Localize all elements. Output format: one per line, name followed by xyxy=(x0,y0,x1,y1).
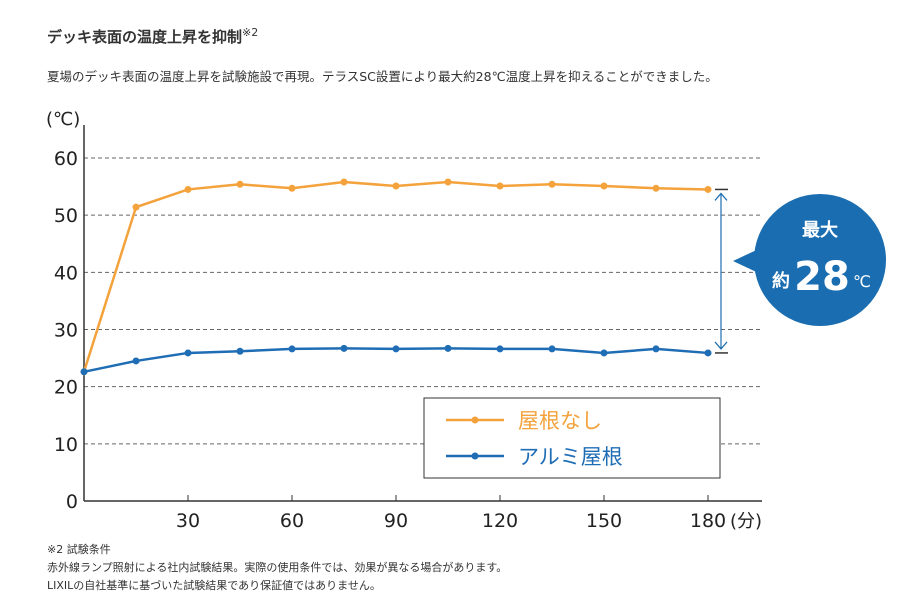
y-tick-label: 50 xyxy=(54,205,78,227)
x-tick-label: 60 xyxy=(280,510,304,532)
y-tick-label: 30 xyxy=(54,320,78,342)
data-point xyxy=(496,345,504,353)
data-point xyxy=(288,345,296,353)
x-tick-label: 180 xyxy=(690,510,726,532)
data-point xyxy=(548,180,556,188)
series-line-0 xyxy=(82,180,709,373)
data-point xyxy=(236,180,244,188)
legend-marker xyxy=(471,416,479,424)
y-axis-label: (℃) xyxy=(46,109,80,130)
data-point xyxy=(600,182,608,190)
data-point xyxy=(444,178,452,186)
data-point xyxy=(132,203,140,211)
description: 夏場のデッキ表面の温度上昇を試験施設で再現。テラスSC設置により最大約28℃温度… xyxy=(47,69,718,84)
data-point xyxy=(704,185,712,193)
badge-label: 最大 xyxy=(802,219,838,241)
data-point xyxy=(288,184,296,192)
y-tick-label: 60 xyxy=(54,148,78,170)
legend-label: 屋根なし xyxy=(518,409,602,433)
legend-marker xyxy=(471,452,479,460)
section-title: デッキ表面の温度上昇を抑制※2 xyxy=(47,26,258,47)
note-heading: ※2 試験条件 xyxy=(47,543,111,556)
legend xyxy=(423,397,721,479)
badge-unit: ℃ xyxy=(853,272,871,291)
note-line: 赤外線ランプ照射による社内試験結果。実際の使用条件では、効果が異なる場合がありま… xyxy=(47,561,508,574)
data-point xyxy=(548,345,556,353)
note-mark: ※2 xyxy=(242,26,259,39)
x-tick-label: 120 xyxy=(482,510,518,532)
data-point xyxy=(80,368,88,376)
data-point xyxy=(444,344,452,352)
data-point xyxy=(236,347,244,355)
x-axis-label: (分) xyxy=(730,511,762,532)
note-line: LIXILの自社基準に基づいた試験結果であり保証値ではありません。 xyxy=(47,579,381,592)
data-point xyxy=(392,182,400,190)
data-point xyxy=(340,178,348,186)
badge-value: 28 xyxy=(794,254,850,300)
data-point xyxy=(652,345,660,353)
badge-prefix: 約 xyxy=(772,270,790,292)
y-tick-label: 0 xyxy=(66,491,78,513)
arrow-head-up-icon xyxy=(714,192,728,201)
data-point xyxy=(340,344,348,352)
title-text: デッキ表面の温度上昇を抑制 xyxy=(47,28,243,46)
legend-label: アルミ屋根 xyxy=(518,445,623,469)
x-tick-label: 150 xyxy=(586,510,622,532)
data-point xyxy=(184,349,192,357)
data-point xyxy=(652,184,660,192)
data-point xyxy=(392,345,400,353)
footnotes: ※2 試験条件 赤外線ランプ照射による社内試験結果。実際の使用条件では、効果が異… xyxy=(47,541,507,595)
y-tick-label: 20 xyxy=(54,377,78,399)
max-difference-badge xyxy=(754,194,886,326)
y-tick-label: 10 xyxy=(54,434,78,456)
y-tick-label: 40 xyxy=(54,262,78,284)
data-point xyxy=(704,349,712,357)
arrow-head-down-icon xyxy=(714,341,728,350)
x-tick-label: 30 xyxy=(176,510,200,532)
data-point xyxy=(132,357,140,365)
x-tick-label: 90 xyxy=(384,510,408,532)
data-point xyxy=(496,182,504,190)
data-point xyxy=(600,349,608,357)
data-point xyxy=(184,185,192,193)
